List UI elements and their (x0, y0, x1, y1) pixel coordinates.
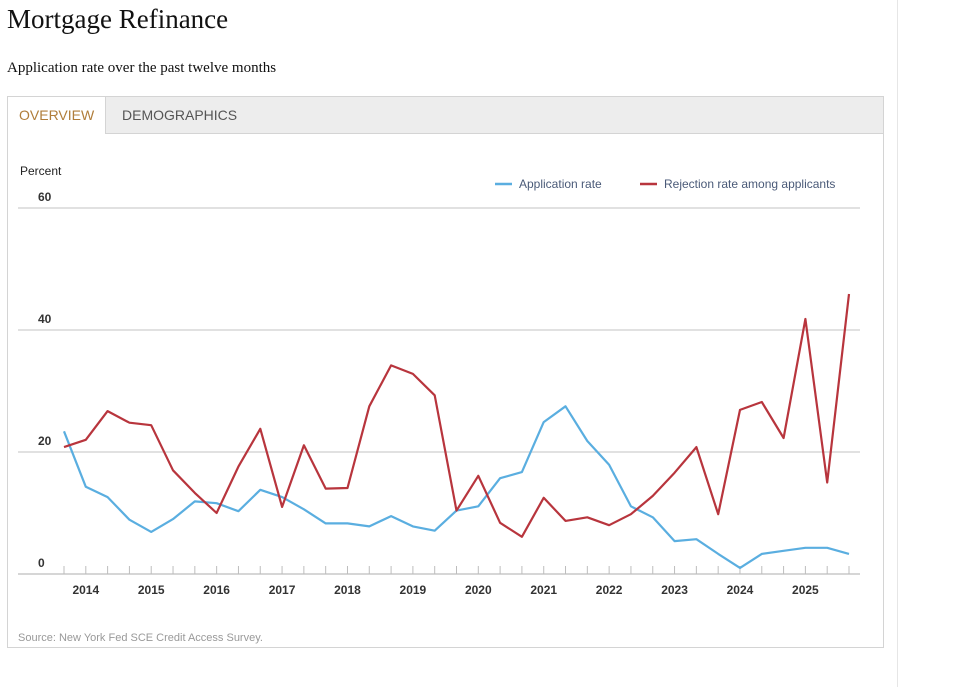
x-tick-label: 2015 (138, 583, 165, 597)
source-note: Source: New York Fed SCE Credit Access S… (18, 632, 263, 644)
page-title: Mortgage Refinance (7, 4, 229, 34)
page-divider (897, 0, 898, 687)
x-tick-label: 2022 (596, 583, 623, 597)
y-tick-label: 40 (38, 312, 52, 326)
series-line-rejection-rate (63, 293, 851, 538)
x-tick-label: 2025 (792, 583, 819, 597)
x-tick-label: 2020 (465, 583, 492, 597)
tab-bar: OVERVIEW DEMOGRAPHICS (8, 97, 883, 134)
x-tick-label: 2018 (334, 583, 361, 597)
y-tick-label: 60 (38, 190, 52, 204)
y-tick-label: 0 (38, 556, 45, 570)
x-tick-label: 2021 (530, 583, 557, 597)
x-tick-label: 2023 (661, 583, 688, 597)
x-tick-label: 2024 (727, 583, 754, 597)
x-tick-label: 2016 (203, 583, 230, 597)
y-tick-label: 20 (38, 434, 52, 448)
x-tick-label: 2014 (72, 583, 99, 597)
x-tick-label: 2017 (269, 583, 296, 597)
series-line-application-rate (62, 405, 850, 569)
tab-overview[interactable]: OVERVIEW (8, 97, 107, 134)
x-tick-label: 2019 (400, 583, 427, 597)
y-axis-label: Percent (20, 164, 62, 178)
page-subtitle: Application rate over the past twelve mo… (7, 60, 277, 76)
legend-label: Application rate (519, 177, 602, 191)
tab-demographics[interactable]: DEMOGRAPHICS (122, 107, 238, 123)
line-chart: Percent 0 20 40 60 2014 2015 2016 2017 2018 2019 20… (18, 164, 860, 597)
chart-panel: OVERVIEW DEMOGRAPHICS Percent 0 20 40 60 2014… (7, 96, 884, 648)
legend-label: Rejection rate among applicants (664, 177, 835, 191)
